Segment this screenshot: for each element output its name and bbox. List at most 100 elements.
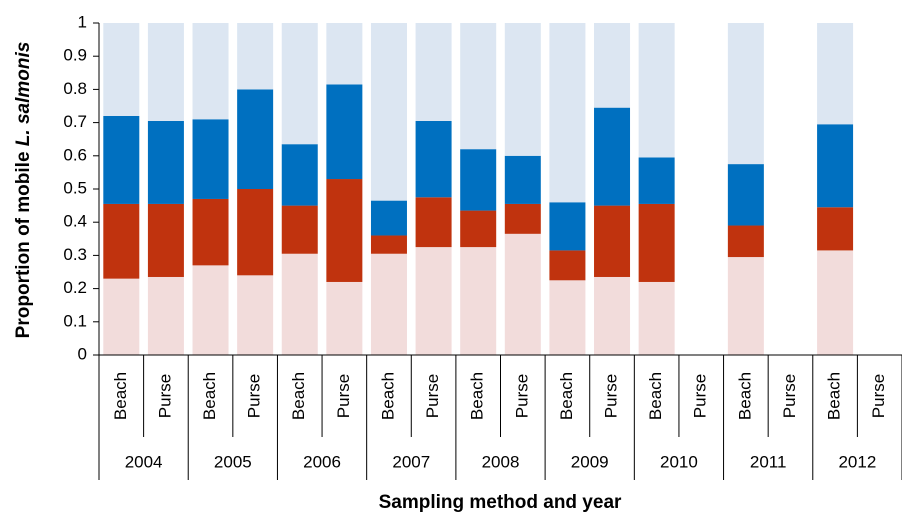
group-label: 2010 bbox=[660, 452, 698, 471]
y-tick-label: 0 bbox=[78, 344, 87, 363]
x-tick-label: Purse bbox=[602, 374, 621, 418]
bar-segment bbox=[727, 23, 764, 165]
x-tick-label: Purse bbox=[869, 374, 888, 418]
y-tick-label: 0.6 bbox=[63, 145, 87, 164]
y-tick-label: 0.7 bbox=[63, 112, 87, 131]
y-tick-label: 1 bbox=[78, 12, 87, 31]
y-axis-label-italic: L. salmonis bbox=[13, 42, 34, 147]
bar-segment bbox=[326, 179, 363, 282]
x-tick-label: Beach bbox=[378, 372, 397, 420]
bar-segment bbox=[192, 265, 229, 355]
bar-segment bbox=[594, 276, 631, 355]
bar-segment bbox=[370, 23, 407, 201]
bar-segment bbox=[817, 124, 854, 208]
group-label: 2008 bbox=[482, 452, 520, 471]
y-tick-label: 0.2 bbox=[63, 278, 87, 297]
x-tick-label: Purse bbox=[780, 374, 799, 418]
bar-segment bbox=[549, 202, 586, 251]
bar-segment bbox=[415, 120, 452, 198]
bar-segment bbox=[237, 189, 274, 276]
x-tick-label: Purse bbox=[423, 374, 442, 418]
x-tick-label: Beach bbox=[289, 372, 308, 420]
bar-segment bbox=[638, 281, 675, 355]
bar-segment bbox=[727, 225, 764, 258]
x-tick-label: Beach bbox=[557, 372, 576, 420]
group-label: 2007 bbox=[392, 452, 430, 471]
group-label: 2006 bbox=[303, 452, 341, 471]
bar-segment bbox=[727, 164, 764, 226]
bar-segment bbox=[460, 247, 497, 355]
bar-segment bbox=[549, 250, 586, 281]
bar-segment bbox=[370, 200, 407, 236]
bar-segment bbox=[237, 89, 274, 189]
bar-segment bbox=[103, 23, 140, 116]
bar-segment bbox=[460, 210, 497, 248]
x-tick-label: Purse bbox=[245, 374, 264, 418]
group-label: 2004 bbox=[125, 452, 163, 471]
bar-segment bbox=[370, 253, 407, 355]
x-tick-label: Beach bbox=[111, 372, 130, 420]
y-tick-label: 0.8 bbox=[63, 79, 87, 98]
group-label: 2011 bbox=[750, 452, 787, 471]
bar-segment bbox=[415, 23, 452, 121]
bar-segment bbox=[504, 203, 541, 234]
bar-segment bbox=[504, 155, 541, 204]
x-tick-label: Beach bbox=[646, 372, 665, 420]
bar-segment bbox=[326, 84, 363, 180]
bar-segment bbox=[103, 278, 140, 355]
bar-segment bbox=[817, 23, 854, 125]
bar-segment bbox=[192, 198, 229, 266]
y-axis-label: Proportion of mobile L. salmonis bbox=[13, 42, 34, 339]
bar-segment bbox=[549, 280, 586, 355]
bar-segment bbox=[147, 23, 184, 121]
bar-segment bbox=[147, 120, 184, 204]
x-tick-label: Beach bbox=[735, 372, 754, 420]
bar-segment bbox=[370, 235, 407, 254]
bar-segment bbox=[192, 23, 229, 120]
bar-segment bbox=[638, 157, 675, 204]
bar-segment bbox=[237, 23, 274, 90]
y-tick-label: 0.3 bbox=[63, 245, 87, 264]
x-tick-label: Purse bbox=[334, 374, 353, 418]
bar-segment bbox=[103, 203, 140, 279]
x-tick-label: Beach bbox=[825, 372, 844, 420]
bar-segment bbox=[638, 203, 675, 282]
bar-segment bbox=[103, 115, 140, 204]
bar-segment bbox=[594, 23, 631, 108]
bar-segment bbox=[281, 144, 318, 206]
y-axis-label-text: Proportion of mobile bbox=[13, 146, 34, 338]
y-tick-label: 0.1 bbox=[63, 311, 87, 330]
group-label: 2005 bbox=[214, 452, 252, 471]
bar-segment bbox=[415, 197, 452, 248]
bar-segment bbox=[638, 23, 675, 158]
y-tick-label: 0.9 bbox=[63, 46, 87, 65]
x-tick-label: Purse bbox=[155, 374, 174, 418]
bar-segment bbox=[281, 205, 318, 254]
bar-segment bbox=[504, 23, 541, 156]
bar-segment bbox=[237, 275, 274, 355]
bar-segment bbox=[817, 250, 854, 355]
x-tick-label: Purse bbox=[512, 374, 531, 418]
y-tick-label: 0.4 bbox=[63, 212, 87, 231]
bar-segment bbox=[504, 233, 541, 355]
bar-segment bbox=[594, 205, 631, 277]
bar-segment bbox=[326, 281, 363, 355]
bar-segment bbox=[147, 203, 184, 277]
bar-segment bbox=[817, 207, 854, 251]
bar-segment bbox=[281, 23, 318, 145]
bar-segment bbox=[326, 23, 363, 85]
group-label: 2012 bbox=[838, 452, 876, 471]
bar-segment bbox=[594, 107, 631, 206]
x-tick-label: Beach bbox=[200, 372, 219, 420]
bar-segment bbox=[281, 253, 318, 355]
bar-segment bbox=[549, 23, 586, 203]
bar-segment bbox=[147, 276, 184, 355]
bar-segment bbox=[460, 23, 497, 150]
x-tick-label: Purse bbox=[691, 374, 710, 418]
x-axis-label: Sampling method and year bbox=[379, 492, 622, 513]
x-tick-label: Beach bbox=[468, 372, 487, 420]
bar-segment bbox=[460, 149, 497, 211]
bar-segment bbox=[727, 257, 764, 355]
y-tick-label: 0.5 bbox=[63, 178, 87, 197]
